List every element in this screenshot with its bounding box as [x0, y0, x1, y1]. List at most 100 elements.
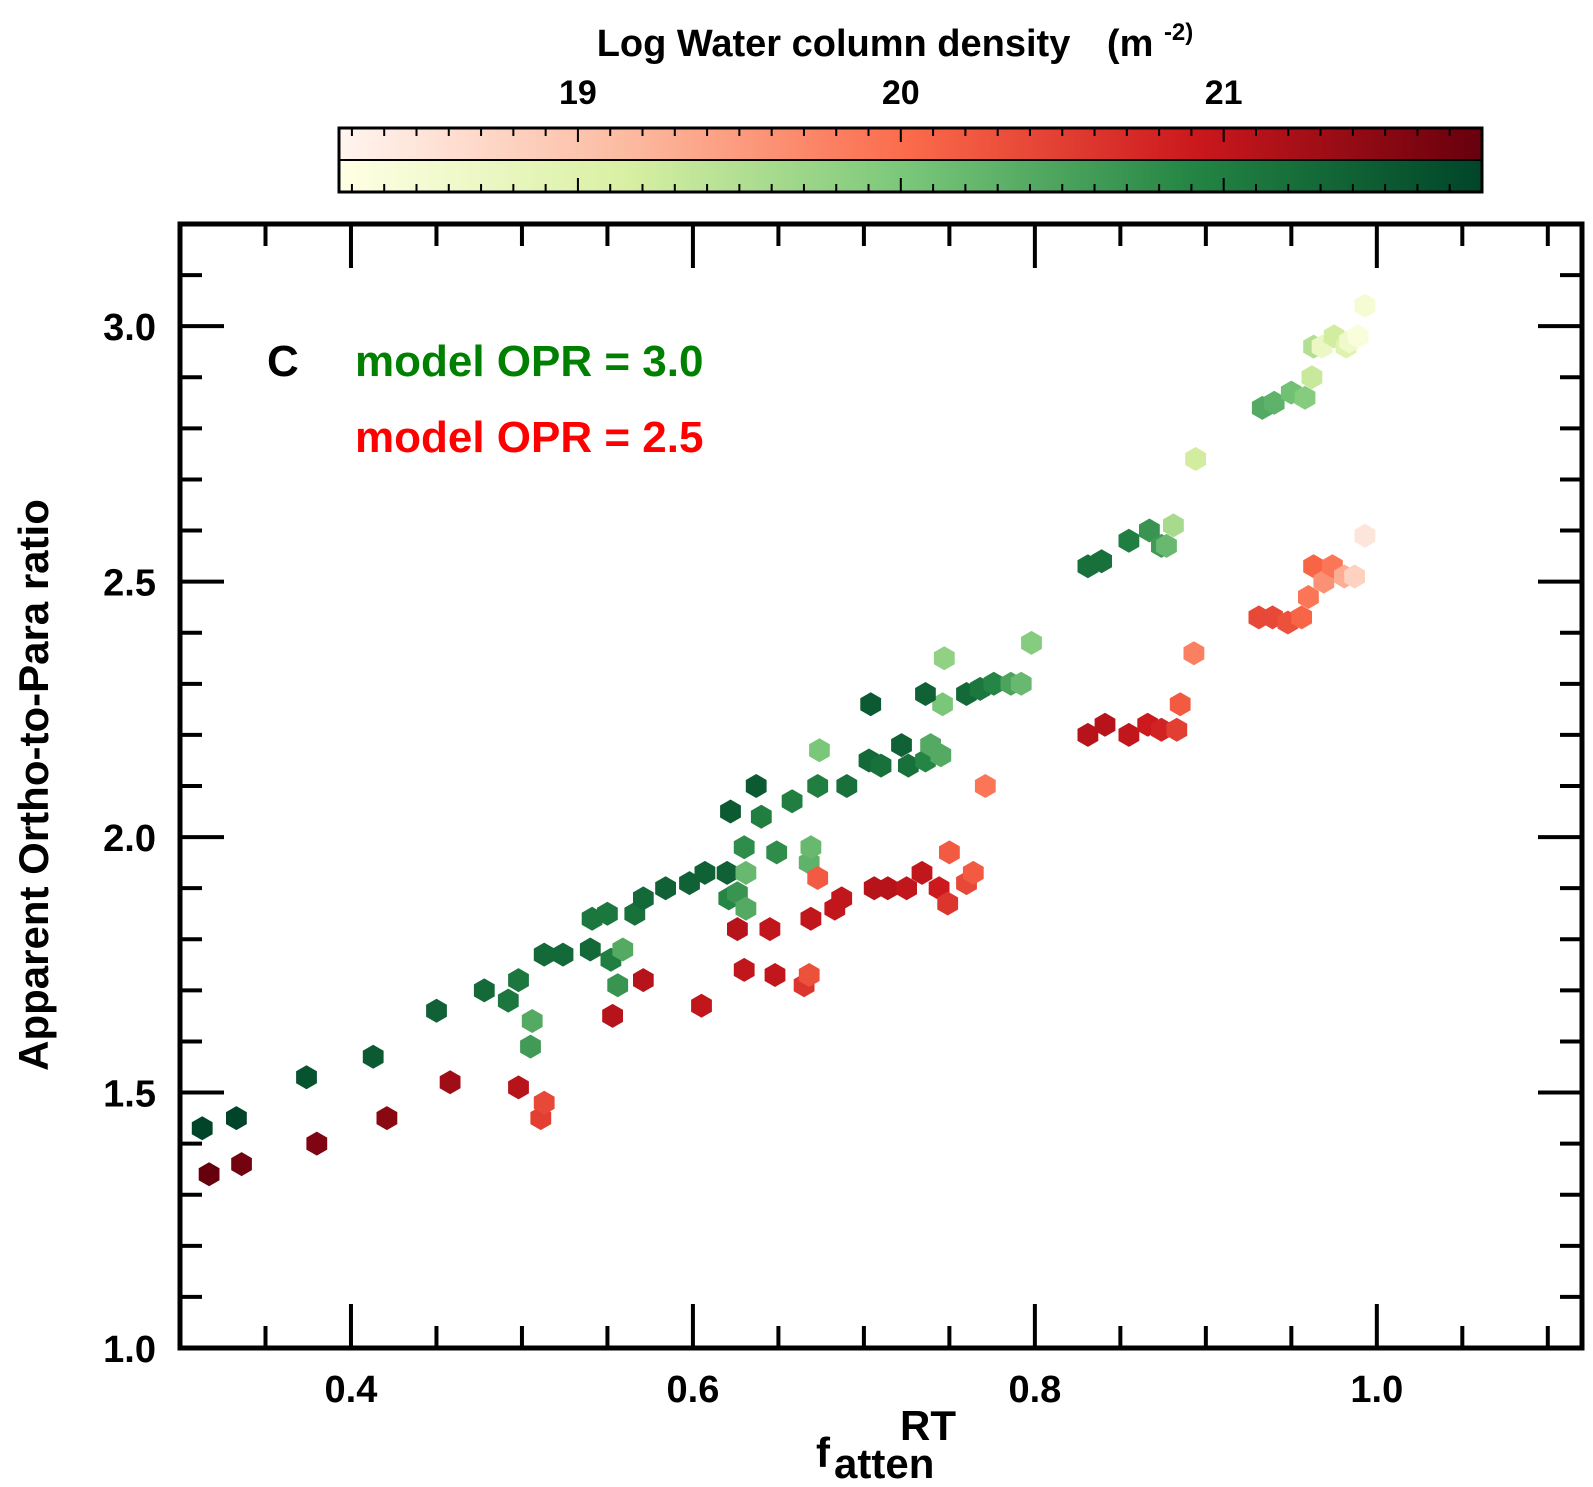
data-points — [191, 293, 1376, 1187]
colorbar-title: Log Water column density (m -2) — [597, 19, 1194, 65]
data-point-series-2 — [633, 968, 654, 993]
x-tick-label: 1.0 — [1350, 1369, 1403, 1411]
data-point-series-1 — [716, 860, 738, 885]
data-point-series-1 — [720, 799, 741, 824]
data-point-series-1 — [781, 789, 803, 814]
data-point-series-2 — [1094, 712, 1116, 737]
data-point-series-1 — [191, 1116, 213, 1141]
data-point-series-1 — [473, 978, 495, 1003]
data-point-series-1 — [1010, 671, 1032, 696]
data-point-series-1 — [1301, 365, 1323, 390]
data-point-series-1 — [800, 835, 822, 860]
data-point-series-1 — [426, 998, 447, 1023]
data-point-series-1 — [807, 774, 829, 798]
data-point-series-1 — [930, 743, 952, 768]
data-point-series-2 — [764, 963, 786, 987]
data-point-series-1 — [891, 733, 912, 758]
data-point-series-1 — [1163, 513, 1184, 538]
y-tick-label: 2.5 — [103, 563, 156, 605]
y-axis-title: Apparent Ortho-to-Para ratio — [10, 499, 57, 1071]
data-point-series-1 — [607, 973, 629, 998]
y-tick-label: 3.0 — [103, 307, 156, 349]
data-point-series-2 — [1118, 722, 1140, 747]
colorbar-tick-label: 20 — [882, 74, 920, 112]
data-point-series-2 — [911, 860, 933, 885]
data-point-series-1 — [750, 804, 772, 829]
x-tick-labels: 0.4 0.6 0.8 1.0 — [325, 1369, 1404, 1411]
data-point-series-2 — [306, 1131, 328, 1156]
data-point-series-1 — [733, 835, 755, 860]
data-point-series-1 — [735, 896, 757, 921]
data-point-series-1 — [655, 876, 676, 901]
data-point-series-1 — [597, 901, 618, 926]
data-point-series-2 — [691, 993, 712, 1018]
panel-label: C — [267, 337, 299, 386]
data-point-series-2 — [1166, 717, 1188, 742]
data-point-series-1 — [362, 1044, 384, 1069]
data-point-series-1 — [932, 692, 953, 717]
colorbar-green-strip — [339, 161, 1482, 192]
x-tick-label: 0.8 — [1008, 1369, 1061, 1411]
data-point-series-2 — [508, 1075, 529, 1100]
data-point-series-1 — [933, 646, 955, 671]
x-axis-title-base: f — [816, 1429, 831, 1476]
data-point-series-2 — [1183, 641, 1205, 666]
y-tick-label: 1.0 — [103, 1329, 156, 1371]
data-point-series-1 — [745, 774, 767, 798]
data-point-series-1 — [983, 671, 1005, 696]
y-tick-labels: 1.0 1.5 2.0 2.5 3.0 — [103, 307, 156, 1371]
data-point-series-1 — [809, 738, 830, 763]
data-point-series-1 — [533, 942, 555, 967]
data-point-series-1 — [1021, 630, 1042, 655]
data-point-series-1 — [1347, 324, 1369, 349]
data-point-series-1 — [1156, 533, 1177, 558]
data-point-series-1 — [898, 753, 919, 778]
data-point-series-2 — [800, 906, 822, 931]
data-point-series-2 — [1344, 564, 1365, 589]
data-point-series-1 — [226, 1106, 247, 1131]
data-point-series-1 — [520, 1034, 541, 1059]
data-point-series-1 — [497, 988, 519, 1013]
data-point-series-2 — [1291, 605, 1312, 630]
data-point-series-1 — [508, 968, 529, 993]
data-point-series-1 — [633, 886, 654, 911]
data-point-series-2 — [1354, 523, 1376, 548]
data-point-series-1 — [612, 937, 634, 962]
data-point-series-1 — [296, 1065, 317, 1090]
x-axis-title-subscript: atten — [834, 1440, 934, 1487]
data-point-series-2 — [759, 917, 781, 942]
y-tick-label: 2.0 — [103, 818, 156, 860]
data-point-series-2 — [439, 1070, 461, 1095]
colorbar-ticks — [350, 128, 1483, 192]
data-point-series-2 — [974, 774, 996, 798]
data-point-series-1 — [1185, 447, 1206, 471]
data-point-series-2 — [727, 917, 748, 942]
legend-series-1: model OPR = 3.0 — [355, 337, 703, 386]
data-point-series-2 — [1169, 692, 1191, 717]
data-point-series-1 — [694, 860, 716, 885]
data-point-series-2 — [733, 957, 755, 982]
data-point-series-1 — [1091, 549, 1112, 574]
data-point-series-1 — [1118, 528, 1140, 553]
colorbar-unit: (m — [1107, 23, 1153, 65]
data-point-series-2 — [807, 866, 829, 890]
data-point-series-2 — [831, 886, 853, 911]
data-point-series-2 — [798, 963, 820, 987]
colorbar: Log Water column density (m -2) 19 20 21 — [337, 19, 1484, 194]
data-point-series-1 — [860, 692, 882, 717]
x-tick-label: 0.4 — [325, 1369, 378, 1411]
data-point-series-2 — [376, 1106, 398, 1131]
data-point-series-1 — [1139, 518, 1160, 543]
plot-area: 0.4 0.6 0.8 1.0 1.0 1.5 2.0 2.5 3.0 C model OPR… — [103, 221, 1585, 1411]
data-point-series-2 — [1303, 554, 1324, 579]
data-point-series-1 — [735, 860, 757, 885]
data-point-series-1 — [1263, 390, 1285, 415]
colorbar-unit-exponent: -2) — [1164, 19, 1193, 46]
data-point-series-2 — [198, 1162, 220, 1187]
data-point-series-2 — [231, 1152, 252, 1177]
data-point-series-1 — [521, 1009, 543, 1033]
data-point-series-2 — [939, 840, 960, 865]
data-point-series-1 — [836, 774, 858, 798]
colorbar-title-text: Log Water column density — [597, 23, 1071, 65]
